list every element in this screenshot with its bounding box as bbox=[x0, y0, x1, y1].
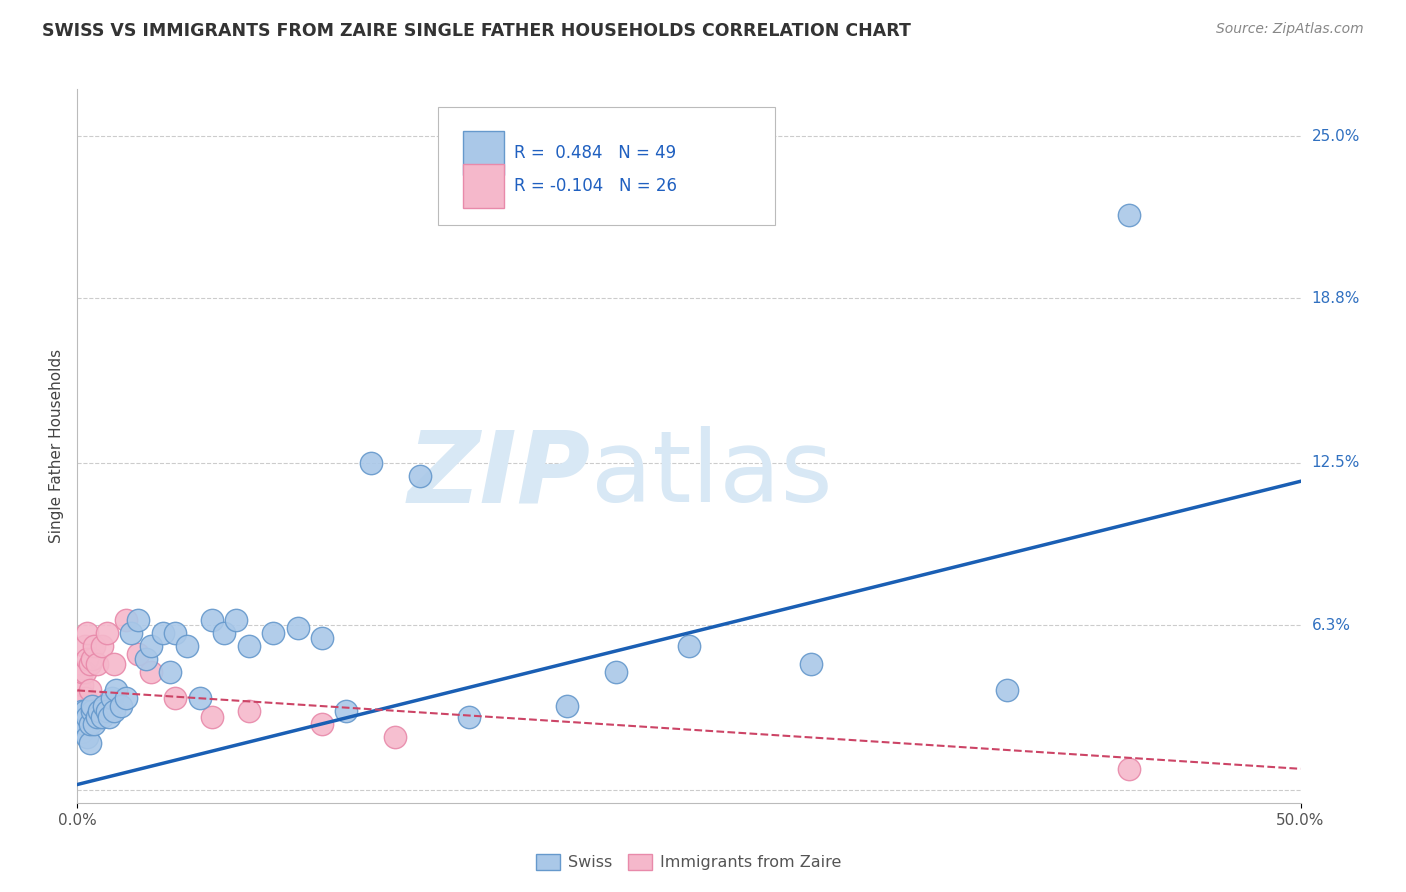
Point bbox=[135, 652, 157, 666]
Text: 25.0%: 25.0% bbox=[1312, 128, 1360, 144]
Point bbox=[70, 665, 93, 679]
Text: 6.3%: 6.3% bbox=[1312, 617, 1351, 632]
Point bbox=[457, 709, 479, 723]
Text: Source: ZipAtlas.com: Source: ZipAtlas.com bbox=[1216, 22, 1364, 37]
Point bbox=[800, 657, 823, 672]
Point bbox=[76, 626, 98, 640]
Point bbox=[76, 652, 98, 666]
Legend: Swiss, Immigrants from Zaire: Swiss, Immigrants from Zaire bbox=[530, 847, 848, 877]
Point bbox=[69, 704, 91, 718]
Point bbox=[555, 699, 578, 714]
Point bbox=[360, 456, 382, 470]
Point bbox=[212, 626, 235, 640]
Point bbox=[73, 691, 96, 706]
Point bbox=[311, 631, 333, 645]
Point bbox=[678, 639, 700, 653]
Point bbox=[105, 683, 128, 698]
Point bbox=[96, 704, 118, 718]
Text: 12.5%: 12.5% bbox=[1312, 456, 1360, 470]
Point bbox=[73, 665, 96, 679]
Text: ZIP: ZIP bbox=[408, 426, 591, 523]
Point bbox=[73, 704, 96, 718]
Point bbox=[201, 613, 224, 627]
Point bbox=[201, 709, 224, 723]
Point bbox=[86, 709, 108, 723]
Point bbox=[139, 639, 162, 653]
Point bbox=[176, 639, 198, 653]
Y-axis label: Single Father Households: Single Father Households bbox=[49, 349, 65, 543]
Point bbox=[76, 731, 98, 745]
Point bbox=[311, 717, 333, 731]
Text: atlas: atlas bbox=[591, 426, 832, 523]
Point bbox=[69, 709, 91, 723]
Point bbox=[120, 626, 142, 640]
Point bbox=[238, 639, 260, 653]
Text: R = -0.104   N = 26: R = -0.104 N = 26 bbox=[515, 178, 678, 195]
Point bbox=[70, 725, 93, 739]
Point bbox=[79, 717, 101, 731]
Point bbox=[1118, 762, 1140, 776]
Point bbox=[69, 683, 91, 698]
FancyBboxPatch shape bbox=[439, 107, 775, 225]
Point bbox=[384, 731, 406, 745]
Point bbox=[335, 704, 357, 718]
Point bbox=[188, 691, 211, 706]
Point bbox=[605, 665, 627, 679]
Point bbox=[98, 709, 121, 723]
Point bbox=[89, 704, 111, 718]
Point bbox=[103, 657, 125, 672]
Point bbox=[127, 613, 149, 627]
Point bbox=[79, 683, 101, 698]
Point bbox=[225, 613, 247, 627]
Text: R =  0.484   N = 49: R = 0.484 N = 49 bbox=[515, 144, 676, 161]
Point bbox=[83, 639, 105, 653]
Text: SWISS VS IMMIGRANTS FROM ZAIRE SINGLE FATHER HOUSEHOLDS CORRELATION CHART: SWISS VS IMMIGRANTS FROM ZAIRE SINGLE FA… bbox=[42, 22, 911, 40]
Point bbox=[80, 652, 103, 666]
FancyBboxPatch shape bbox=[463, 164, 505, 209]
Point bbox=[79, 657, 101, 672]
Point bbox=[83, 717, 105, 731]
Point bbox=[80, 704, 103, 718]
Point bbox=[73, 639, 96, 653]
FancyBboxPatch shape bbox=[463, 130, 505, 175]
Point bbox=[90, 639, 112, 653]
Point bbox=[115, 613, 138, 627]
Point bbox=[995, 683, 1018, 698]
Text: 18.8%: 18.8% bbox=[1312, 291, 1360, 306]
Point bbox=[159, 665, 181, 679]
Point bbox=[76, 709, 98, 723]
Point bbox=[73, 717, 96, 731]
Point bbox=[100, 691, 122, 706]
Point bbox=[127, 647, 149, 661]
Point bbox=[70, 704, 93, 718]
Point bbox=[93, 699, 115, 714]
Point bbox=[79, 736, 101, 750]
Point bbox=[139, 665, 162, 679]
Point bbox=[1118, 208, 1140, 222]
Point bbox=[152, 626, 174, 640]
Point bbox=[103, 704, 125, 718]
Point bbox=[165, 691, 187, 706]
Point bbox=[110, 699, 132, 714]
Point bbox=[165, 626, 187, 640]
Point bbox=[70, 678, 93, 692]
Point bbox=[86, 657, 108, 672]
Point bbox=[409, 469, 432, 483]
Point bbox=[238, 704, 260, 718]
Point bbox=[287, 621, 309, 635]
Point bbox=[96, 626, 118, 640]
Point bbox=[262, 626, 284, 640]
Point bbox=[80, 699, 103, 714]
Point bbox=[115, 691, 138, 706]
Point bbox=[90, 709, 112, 723]
